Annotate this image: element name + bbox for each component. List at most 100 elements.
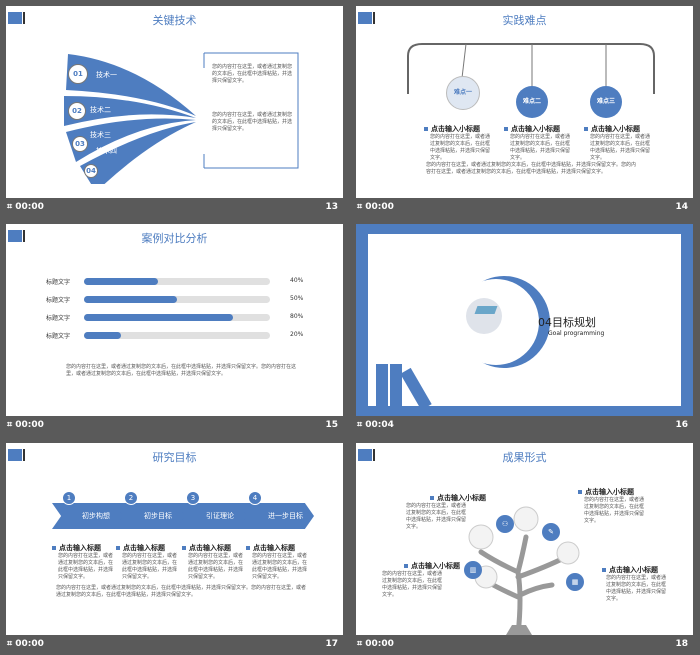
column-text-2: 您的内容打在这里，或者通过复制您的文本后，在此框中选择粘贴，并选择只保留文字。 <box>122 553 178 580</box>
progress-fill <box>84 278 159 285</box>
grid-icon: ⌗ <box>357 202 366 212</box>
column-subtitle-4: 点击输入标题 <box>246 543 295 553</box>
thumb-footer: ⌗ 00:00 18 <box>350 635 693 653</box>
column-text-4: 您的内容打在这里，或者通过复制您的文本后，在此框中选择粘贴，并选择只保留文字。 <box>606 575 667 602</box>
slide-title: 关键技术 <box>152 14 197 27</box>
column-subtitle-1: 点击输入标题 <box>52 543 101 553</box>
paragraph-2: 您的内容打在这里，或者通过复制您的文本后，在此框中选择粘贴，并选择只保留文字。 <box>212 112 293 132</box>
progress-fill <box>84 314 233 321</box>
step-arrow-4: 进一步目标 <box>238 503 314 529</box>
column-subtitle-1: 点击输入小标题 <box>430 493 486 503</box>
grid-icon: ⌗ <box>7 420 16 430</box>
slide-number: 15 <box>325 420 338 430</box>
body-text: 您的内容打在这里，或者通过复制您的文本后，在此框中选择粘贴，并选择只保留文字。您… <box>56 585 307 598</box>
column-text-1: 您的内容打在这里，或者通过复制您的文本后，在此框中选择粘贴，并选择只保留文字。 <box>58 553 114 580</box>
column-subtitle-1: 点击输入小标题 <box>424 124 480 134</box>
column-text-3: 您的内容打在这里，或者通过复制您的文本后，在此框中选择粘贴，并选择只保留文字。 <box>590 134 651 161</box>
body-text: 您的内容打在这里，或者通过复制您的文本后，在此框中选择粘贴，并选择只保留文字。您… <box>426 162 637 175</box>
column-subtitle-3: 点击输入小标题 <box>584 124 640 134</box>
progress-track <box>84 296 270 303</box>
step-number-2: 2 <box>124 491 138 505</box>
column-subtitle-3: 点击输入标题 <box>182 543 231 553</box>
slide-18: 成果形式 ⚇ ✎ ▥ ▦ 点击输入小标题 您的内容打在这里，或者通过复制您的文本… <box>356 443 693 635</box>
thumb-slide-18[interactable]: 成果形式 ⚇ ✎ ▥ ▦ 点击输入小标题 您的内容打在这里，或者通过复制您的文本… <box>350 437 693 653</box>
bar-percent: 80% <box>290 313 304 320</box>
chart-icon: ▥ <box>464 561 482 579</box>
wing-number-4: 04 <box>84 164 98 178</box>
column-subtitle-2: 点击输入标题 <box>116 543 165 553</box>
bar-label: 标题文字 <box>46 297 71 304</box>
slide-number: 16 <box>675 420 688 430</box>
title-marker-line <box>373 12 375 24</box>
wing-label-3: 技术三 <box>90 131 111 139</box>
step-number-3: 3 <box>186 491 200 505</box>
bracket-lines <box>203 52 299 169</box>
title-marker <box>8 230 22 242</box>
bar-percent: 40% <box>290 277 304 284</box>
step-label-3: 引证理论 <box>206 512 234 520</box>
step-arrow-1: 初步构想 <box>52 503 128 529</box>
column-subtitle-2: 点击输入小标题 <box>578 487 634 497</box>
progress-track <box>84 332 270 339</box>
column-text-3: 您的内容打在这里，或者通过复制您的文本后，在此框中选择粘贴，并选择只保留文字。 <box>382 571 443 598</box>
grid-icon: ⌗ <box>357 639 366 649</box>
footer-time: ⌗ 00:00 <box>357 639 394 649</box>
step-label-4: 进一步目标 <box>268 512 303 520</box>
title-marker-line <box>23 12 25 24</box>
wing-label-1: 技术一 <box>96 71 117 79</box>
title-marker <box>8 12 22 24</box>
thumb-footer: ⌗ 00:00 13 <box>0 198 343 216</box>
slide-number: 17 <box>325 639 338 649</box>
thumb-footer: ⌗ 00:00 14 <box>350 198 693 216</box>
grid-icon: ⌗ <box>357 420 366 430</box>
step-label-1: 初步构想 <box>82 512 110 520</box>
title-marker <box>358 449 372 461</box>
slide-16: 04目标规划 Goal programming <box>356 224 693 416</box>
column-text-3: 您的内容打在这里，或者通过复制您的文本后，在此框中选择粘贴，并选择只保留文字。 <box>188 553 244 580</box>
column-subtitle-4: 点击输入小标题 <box>602 565 658 575</box>
title-marker <box>358 12 372 24</box>
wing-number-1: 01 <box>68 64 88 84</box>
column-text-1: 您的内容打在这里，或者通过复制您的文本后，在此框中选择粘贴，并选择只保留文字。 <box>430 134 491 161</box>
step-label-2: 初步目标 <box>144 512 172 520</box>
slide-title: 案例对比分析 <box>141 232 208 245</box>
slide-title: 实践难点 <box>502 14 547 27</box>
progress-fill <box>84 296 177 303</box>
fan-wings-graphic <box>64 54 196 184</box>
thumb-slide-15[interactable]: 案例对比分析 标题文字 40% 标题文字 50% 标题文字 80% 标题文字 20% 您的内容… <box>0 218 343 434</box>
slide-14: 实践难点 难点一 难点二 难点三 点击输入小标题 点击输入小标题 点击输入小标题… <box>356 6 693 198</box>
wing-number-2: 02 <box>68 102 86 120</box>
footer-time: ⌗ 00:00 <box>7 202 44 212</box>
thumb-slide-13[interactable]: 关键技术 01 技术一 02 技术二 03 技术三 04 技术四 您的内容打在这… <box>0 0 343 216</box>
slide-13: 关键技术 01 技术一 02 技术二 03 技术三 04 技术四 您的内容打在这… <box>6 6 343 198</box>
column-subtitle-2: 点击输入小标题 <box>504 124 560 134</box>
wing-label-4: 技术四 <box>96 147 117 155</box>
grid-icon: ⌗ <box>7 639 16 649</box>
people-icon: ⚇ <box>496 515 514 533</box>
progress-fill <box>84 332 122 339</box>
hanging-strings <box>407 43 655 94</box>
bar-label: 标题文字 <box>46 279 71 286</box>
graduation-cap-icon <box>474 306 498 314</box>
footer-time: ⌗ 00:00 <box>7 420 44 430</box>
thumb-slide-14[interactable]: 实践难点 难点一 难点二 难点三 点击输入小标题 点击输入小标题 点击输入小标题… <box>350 0 693 216</box>
footer-time: ⌗ 00:04 <box>357 420 394 430</box>
slide-title: 研究目标 <box>152 451 197 464</box>
step-number-4: 4 <box>248 491 262 505</box>
step-arrow-3: 引证理论 <box>176 503 252 529</box>
thumb-slide-17[interactable]: 研究目标 初步构想 初步目标 引证理论 进一步目标 1 2 3 4 点击输入标题… <box>0 437 343 653</box>
wing-number-3: 03 <box>72 136 88 152</box>
difficulty-ball-1: 难点一 <box>446 76 480 110</box>
thumb-footer: ⌗ 00:04 16 <box>350 416 693 434</box>
title-marker <box>8 449 22 461</box>
thumb-slide-16[interactable]: 04目标规划 Goal programming ⌗ 00:04 16 <box>350 218 693 434</box>
footer-time: ⌗ 00:00 <box>7 639 44 649</box>
section-subtitle: Goal programming <box>548 330 605 337</box>
progress-track <box>84 314 270 321</box>
slide-number: 13 <box>325 202 338 212</box>
crescent-graphic <box>456 276 550 368</box>
column-text-4: 您的内容打在这里，或者通过复制您的文本后，在此框中选择粘贴，并选择只保留文字。 <box>252 553 308 580</box>
bar-percent: 20% <box>290 331 304 338</box>
title-marker-line <box>373 449 375 461</box>
step-number-1: 1 <box>62 491 76 505</box>
